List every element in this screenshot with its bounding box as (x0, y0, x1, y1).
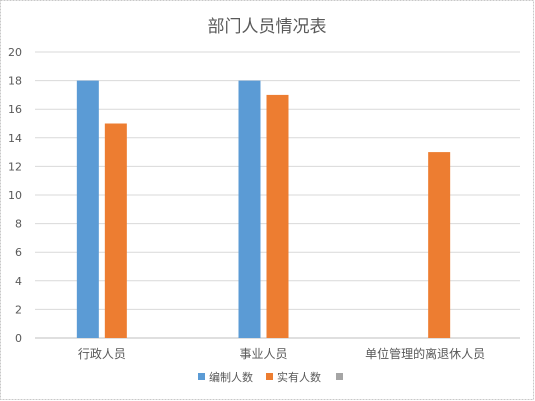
y-tick-label: 2 (15, 303, 22, 316)
y-tick-label: 8 (15, 218, 22, 231)
legend-swatch (266, 373, 273, 380)
y-tick-label: 6 (15, 246, 22, 259)
bar (428, 152, 451, 338)
legend: 编制人数 实有人数 (198, 370, 343, 384)
bar (238, 80, 261, 338)
y-tick-label: 14 (8, 132, 22, 145)
y-tick-label: 20 (8, 46, 22, 59)
bar (104, 123, 127, 338)
legend-label: 实有人数 (277, 370, 321, 384)
legend-swatch (198, 373, 205, 380)
x-axis-category-labels: 行政人员 事业人员 单位管理的离退休人员 (78, 346, 485, 361)
y-tick-label: 0 (15, 332, 22, 345)
y-tick-label: 18 (8, 75, 22, 88)
bar (76, 80, 99, 338)
legend-label: 编制人数 (209, 370, 253, 384)
y-tick-label: 10 (8, 189, 22, 202)
x-category-label: 事业人员 (239, 347, 287, 361)
y-tick-label: 4 (15, 275, 22, 288)
x-category-label: 行政人员 (78, 347, 126, 361)
legend-swatch (336, 373, 343, 380)
y-axis-tick-labels: 0 2 4 6 8 10 12 14 16 18 20 (8, 46, 22, 345)
y-tick-label: 16 (8, 103, 22, 116)
bars (76, 80, 451, 339)
chart-title: 部门人员情况表 (208, 17, 327, 37)
bar (266, 94, 289, 339)
y-tick-label: 12 (8, 160, 22, 173)
x-category-label: 单位管理的离退休人员 (365, 346, 485, 361)
